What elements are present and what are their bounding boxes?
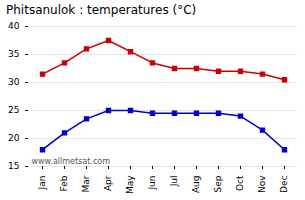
svg-text:Jul: Jul <box>169 176 179 188</box>
svg-text:Aug: Aug <box>191 176 201 194</box>
svg-text:Mar: Mar <box>81 175 91 192</box>
svg-text:15: 15 <box>8 161 19 171</box>
svg-text:20: 20 <box>8 133 20 143</box>
svg-text:Sep: Sep <box>213 175 223 192</box>
svg-text:May: May <box>125 175 135 194</box>
svg-text:Nov: Nov <box>257 175 267 193</box>
svg-text:www.allmetsat.com: www.allmetsat.com <box>32 157 111 166</box>
svg-text:Dec: Dec <box>279 175 289 192</box>
svg-text:30: 30 <box>8 77 20 87</box>
svg-text:Apr: Apr <box>103 175 113 191</box>
svg-text:Oct: Oct <box>235 175 245 191</box>
svg-text:Feb: Feb <box>59 175 69 191</box>
svg-text:Jun: Jun <box>147 176 157 191</box>
svg-text:40: 40 <box>8 21 20 31</box>
svg-text:35: 35 <box>8 49 19 59</box>
svg-text:25: 25 <box>8 105 19 115</box>
svg-text:Jan: Jan <box>37 176 47 191</box>
html-text:Phitsanulok : temperatures (°C: Phitsanulok : temperatures (°C) <box>6 3 197 17</box>
